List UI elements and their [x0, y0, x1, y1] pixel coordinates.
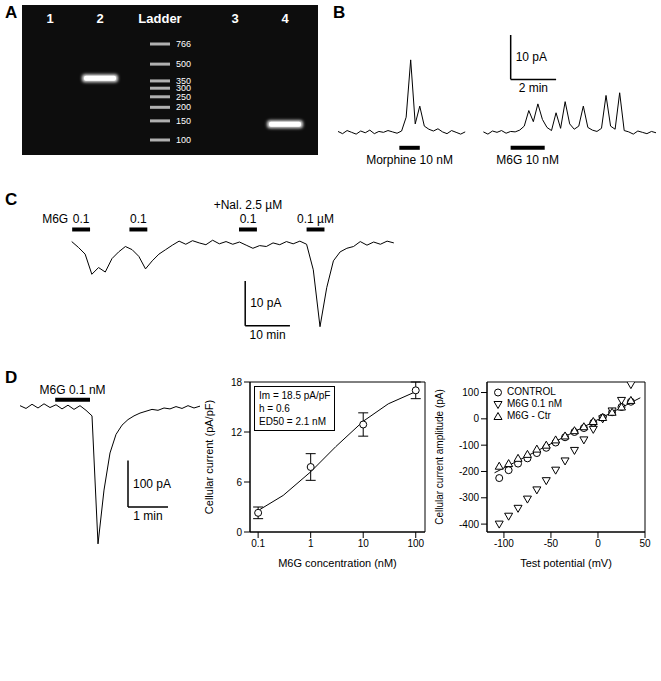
html-text:A: A	[5, 3, 18, 22]
html-text:M6G - Ctr: M6G - Ctr	[507, 410, 551, 421]
svg-text:150: 150	[176, 116, 191, 126]
svg-text:-100: -100	[459, 440, 479, 451]
svg-text:0.1: 0.1	[251, 538, 265, 549]
html-text:10 pA: 10 pA	[250, 296, 282, 311]
svg-text:300: 300	[176, 83, 191, 94]
html-text:h = 0.6: h = 0.6	[259, 403, 290, 414]
svg-text:-200: -200	[459, 466, 479, 477]
html-text:M6G 0.1 nM: M6G 0.1 nM	[39, 382, 106, 397]
svg-text:0: 0	[236, 527, 242, 538]
html-text:Morphine 10 nM: Morphine 10 nM	[366, 152, 453, 167]
svg-text:766: 766	[176, 39, 191, 49]
svg-text:1: 1	[46, 11, 53, 26]
svg-text:50: 50	[639, 538, 651, 549]
svg-text:4: 4	[281, 11, 289, 26]
html-text:1 min: 1 min	[133, 509, 163, 523]
svg-text:-100: -100	[494, 538, 514, 549]
svg-text:0: 0	[595, 538, 601, 549]
svg-text:0: 0	[473, 413, 479, 424]
html-text:+Nal. 2.5 µM: +Nal. 2.5 µM	[213, 198, 283, 213]
html-text:D: D	[5, 368, 18, 387]
svg-text:Ladder: Ladder	[138, 11, 181, 26]
html-text:M6G 10 nM: M6G 10 nM	[496, 152, 559, 167]
svg-text:500: 500	[176, 59, 191, 69]
svg-text:12: 12	[231, 427, 243, 438]
svg-text:-50: -50	[544, 538, 559, 549]
svg-text:100: 100	[462, 387, 479, 398]
svg-text:250: 250	[176, 92, 191, 102]
svg-text:1: 1	[308, 538, 314, 549]
svg-text:-300: -300	[459, 492, 479, 503]
svg-text:Test potential (mV): Test potential (mV)	[520, 557, 612, 569]
html-text:0.1 µM: 0.1 µM	[297, 212, 334, 227]
svg-text:Cellular current amplitude (pA: Cellular current amplitude (pA)	[434, 389, 445, 525]
html-text:0.1: 0.1	[130, 212, 147, 227]
html-text:M6G 0.1 nM: M6G 0.1 nM	[507, 398, 562, 409]
html-text:10 min: 10 min	[249, 327, 286, 342]
svg-text:6: 6	[236, 477, 242, 488]
html-text:M6G 0.1: M6G 0.1	[42, 212, 90, 227]
svg-text:2: 2	[96, 11, 103, 26]
html-text:C: C	[5, 190, 18, 209]
svg-text:100: 100	[176, 135, 191, 145]
svg-text:M6G concentration (nM): M6G concentration (nM)	[278, 557, 397, 569]
html-text:0.1: 0.1	[239, 212, 257, 227]
html-text:10 pA: 10 pA	[515, 50, 547, 65]
html-text:ED50 = 2.1 nM: ED50 = 2.1 nM	[259, 416, 326, 427]
svg-text:-400: -400	[459, 519, 479, 530]
svg-text:350: 350	[176, 75, 191, 86]
svg-text:3: 3	[231, 11, 238, 26]
html-text:100 pA: 100 pA	[133, 476, 171, 491]
svg-text:Cellular current (pA/pF): Cellular current (pA/pF)	[203, 400, 215, 514]
svg-text:200: 200	[176, 102, 191, 112]
svg-text:18: 18	[231, 377, 243, 388]
svg-text:10: 10	[358, 538, 370, 549]
html-text:Im = 18.5 pA/pF: Im = 18.5 pA/pF	[259, 390, 331, 401]
svg-text:100: 100	[407, 538, 424, 549]
html-text:B: B	[333, 3, 346, 22]
html-text:CONTROL: CONTROL	[507, 386, 556, 397]
html-text:2 min: 2 min	[518, 81, 548, 96]
